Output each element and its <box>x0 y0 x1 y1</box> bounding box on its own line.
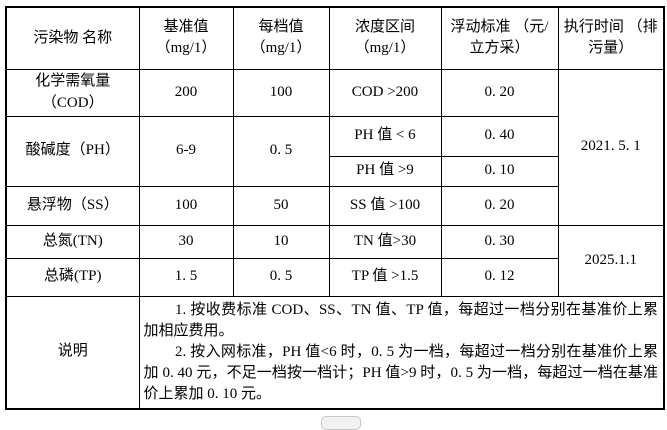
table-handle[interactable] <box>321 416 361 430</box>
tp-base-value: 1. 5 <box>138 257 234 297</box>
ph-step-value: 0. 5 <box>232 115 330 187</box>
ph-base-value: 6-9 <box>138 115 234 187</box>
cod-base-value: 200 <box>138 68 234 117</box>
ph-high-fee: 0. 10 <box>440 155 559 187</box>
tp-range: TP 值 >1.5 <box>328 257 442 297</box>
table-row-cod: 化学需氧量 （COD） 200 100 COD >200 0. 20 2021.… <box>5 68 665 226</box>
header-effective-time: 执行时间 （排 污量） <box>557 6 665 70</box>
pollution-fee-table: 污染物 名称 基准值 （mg/1） 每档值 （mg/1） 浓度区间 （mg/1）… <box>5 6 665 410</box>
header-base-value: 基准值 （mg/1） <box>138 6 234 70</box>
table-row-tn: 总氮(TN) 30 10 TN 值>30 0. 30 2025.1.1 <box>5 224 665 297</box>
notes-cell: 1. 按收费标准 COD、SS、TN 值、TP 值，每超过一档分别在基准价上累加… <box>138 295 665 409</box>
tn-fee: 0. 30 <box>440 224 559 259</box>
ph-name: 酸碱度（PH） <box>5 115 140 187</box>
header-step-value: 每档值 （mg/1） <box>232 6 330 70</box>
tp-step-value: 0. 5 <box>232 257 330 297</box>
effective-date-2021: 2021. 5. 1 <box>557 68 665 226</box>
cod-range: COD >200 <box>328 68 442 117</box>
table-row-notes: 说明 1. 按收费标准 COD、SS、TN 值、TP 值，每超过一档分别在基准价… <box>5 295 665 409</box>
cod-step-value: 100 <box>232 68 330 117</box>
header-concentration-range: 浓度区间 （mg/1） <box>328 6 442 70</box>
header-row: 污染物 名称 基准值 （mg/1） 每档值 （mg/1） 浓度区间 （mg/1）… <box>5 6 665 70</box>
table-row-ph-low: 酸碱度（PH） 6-9 0. 5 PH 值 < 6 0. 40 <box>5 115 664 187</box>
ss-step-value: 50 <box>232 185 330 226</box>
tn-range: TN 值>30 <box>328 224 442 259</box>
header-pollutant-name: 污染物 名称 <box>5 6 140 70</box>
tp-fee: 0. 12 <box>440 257 559 297</box>
table-row-tp: 总磷(TP) 1. 5 0. 5 TP 值 >1.5 0. 12 <box>5 257 664 297</box>
cod-name: 化学需氧量 （COD） <box>5 68 140 117</box>
ss-base-value: 100 <box>138 185 234 226</box>
effective-date-2025: 2025.1.1 <box>557 224 665 297</box>
tn-name: 总氮(TN) <box>5 224 140 259</box>
tn-base-value: 30 <box>138 224 234 259</box>
notes-label: 说明 <box>5 295 140 409</box>
tp-name: 总磷(TP) <box>5 257 140 297</box>
header-floating-standard: 浮动标准 （元/ 立方采） <box>440 6 559 70</box>
ss-name: 悬浮物（SS） <box>5 185 140 226</box>
ph-high-range: PH 值 >9 <box>328 155 442 187</box>
notes-item-1: 1. 按收费标准 COD、SS、TN 值、TP 值，每超过一档分别在基准价上累加… <box>143 301 659 339</box>
tn-step-value: 10 <box>232 224 330 259</box>
notes-item-2: 2. 按入网标准，PH 值<6 时，0. 5 为一档，每超过一档分别在基准价上累… <box>143 343 659 402</box>
ph-low-fee: 0. 40 <box>440 115 559 157</box>
ss-fee: 0. 20 <box>440 185 559 226</box>
ss-range: SS 值 >100 <box>328 185 442 226</box>
cod-fee: 0. 20 <box>440 68 559 117</box>
table-row-ph-high: PH 值 >9 0. 10 <box>6 155 664 187</box>
ph-low-range: PH 值 < 6 <box>328 115 442 157</box>
